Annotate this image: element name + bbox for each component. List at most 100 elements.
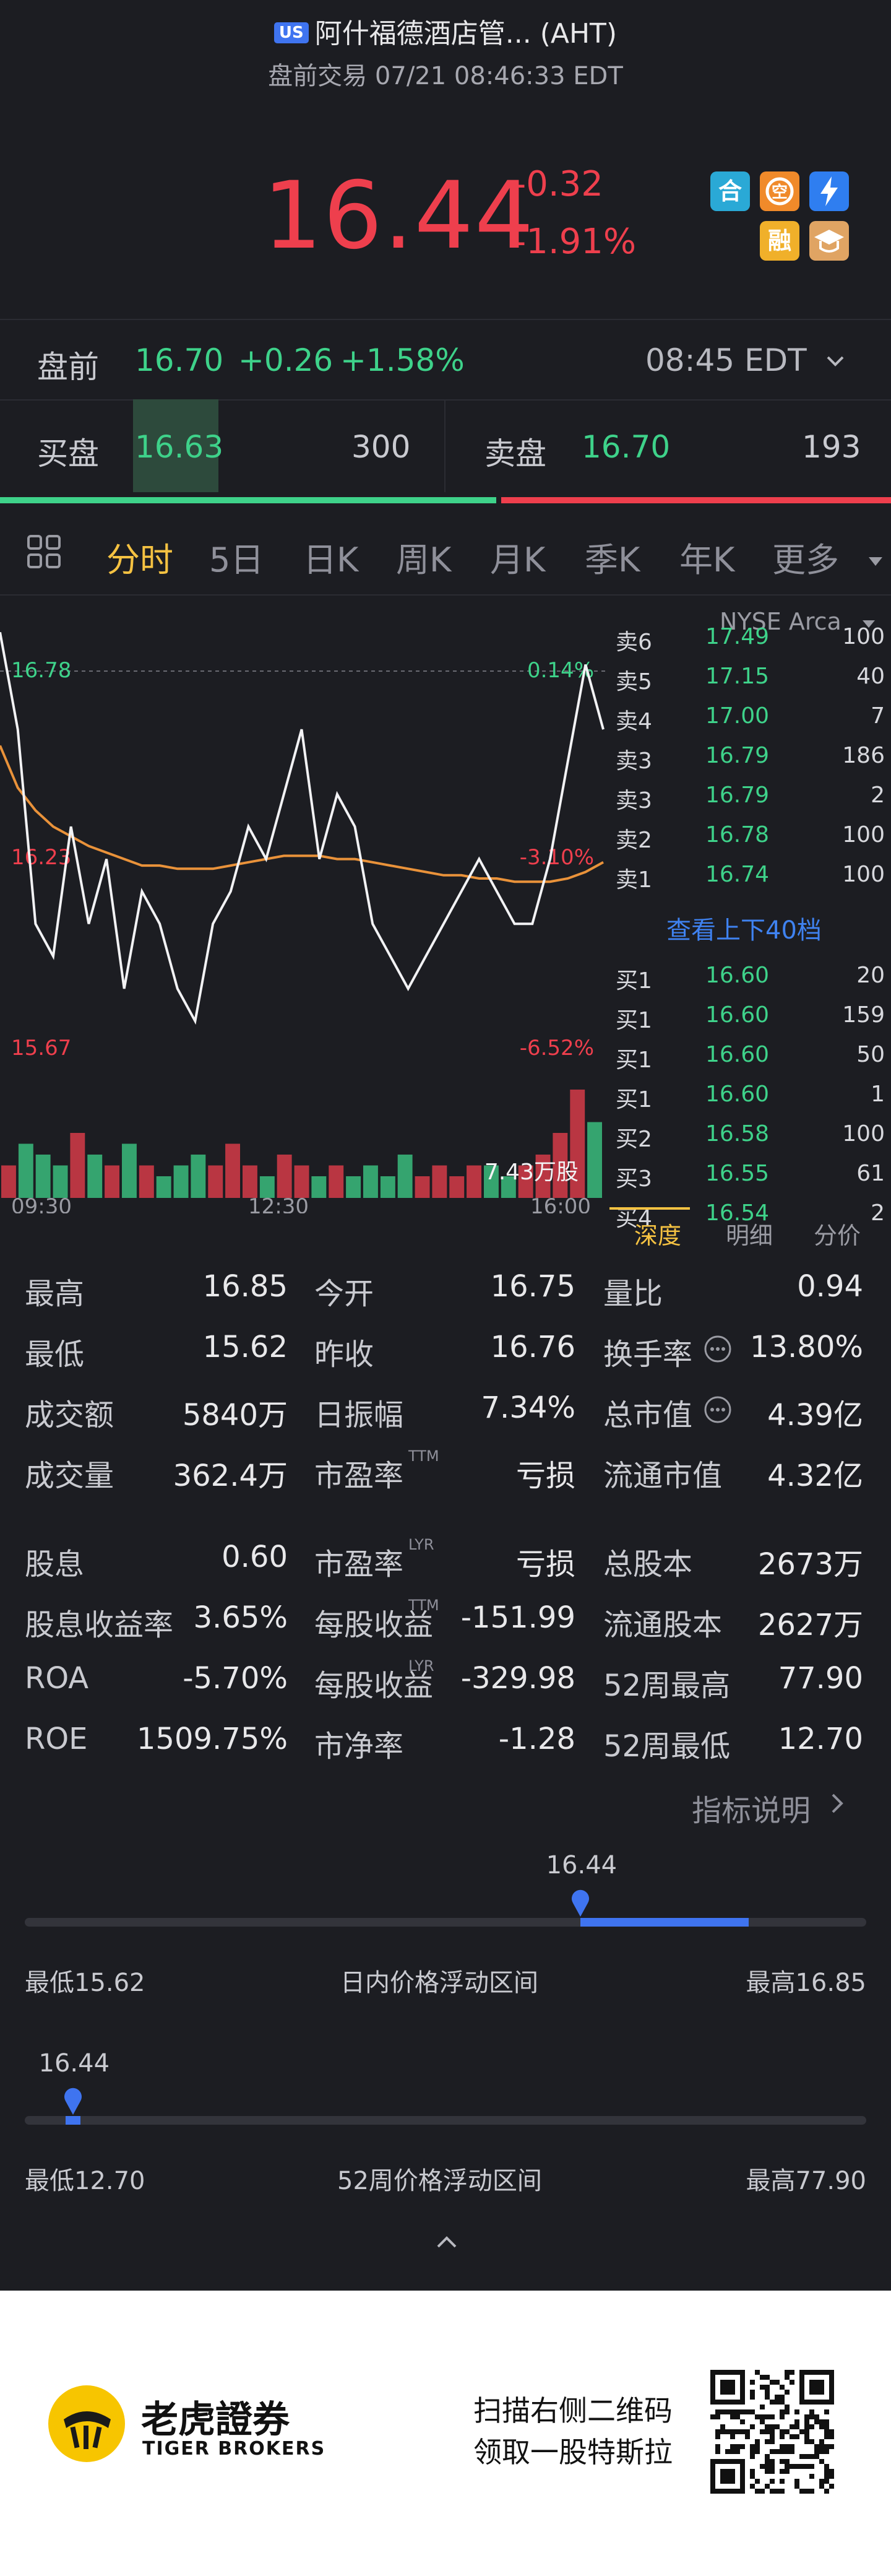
bid-level-row: 买1 16.60 20 bbox=[609, 956, 891, 996]
bid-level-size: 20 bbox=[856, 963, 885, 988]
ask-size: 193 bbox=[802, 429, 861, 465]
volume-bar bbox=[191, 1155, 206, 1198]
week52-current-price: 16.44 bbox=[38, 2049, 110, 2078]
tab-price-distribution[interactable]: 分价 bbox=[814, 1222, 861, 1249]
tab-intraday[interactable]: 分时 bbox=[106, 540, 173, 579]
info-more-icon[interactable] bbox=[704, 1395, 732, 1431]
bid-level-label: 买1 bbox=[616, 1047, 652, 1073]
stat-label: 股息收益率 bbox=[25, 1608, 174, 1642]
week52-range-title: 52周价格浮动区间 bbox=[337, 2167, 542, 2195]
bid-level-size: 1 bbox=[871, 1082, 885, 1107]
promo-line-1: 扫描右侧二维码 bbox=[473, 2394, 673, 2427]
caret-down-icon[interactable] bbox=[866, 540, 885, 579]
indicator-note-link[interactable]: 指标说明 bbox=[692, 1793, 811, 1828]
tiger-logo-icon bbox=[46, 2383, 127, 2464]
stat-label: 市净率 bbox=[314, 1729, 404, 1764]
tab-quarterly-k[interactable]: 季K bbox=[585, 540, 640, 579]
stat-value: 亏损 bbox=[515, 1547, 575, 1582]
stat-value: 5840万 bbox=[182, 1398, 288, 1433]
average-price-line bbox=[0, 745, 604, 883]
bid-level-row: 买1 16.60 1 bbox=[609, 1075, 891, 1115]
tab-yearly-k[interactable]: 年K bbox=[679, 540, 735, 579]
volume-bar bbox=[105, 1165, 119, 1198]
layout-grid-icon[interactable] bbox=[26, 534, 63, 579]
bid-ask-row: 买盘 16.63 300 卖盘 16.70 193 bbox=[0, 399, 891, 492]
premarket-change-percent: +1.58% bbox=[340, 342, 465, 378]
bid-level-label: 买2 bbox=[616, 1127, 652, 1152]
intraday-range: 16.44 最低15.62 日内价格浮动区间 最高16.85 bbox=[25, 1851, 866, 2000]
stat-value: 7.34% bbox=[481, 1390, 575, 1425]
chevron-down-icon[interactable] bbox=[823, 345, 848, 381]
lightning-badge-icon[interactable] bbox=[809, 171, 849, 211]
ask-level-size: 186 bbox=[842, 743, 885, 768]
stat-value: -1.28 bbox=[498, 1722, 575, 1756]
session-status: 盘前交易 07/21 08:46:33 EDT bbox=[268, 62, 623, 90]
stat-value: -5.70% bbox=[183, 1661, 288, 1696]
tab-5day[interactable]: 5日 bbox=[209, 540, 264, 579]
stock-title[interactable]: US 阿什福德酒店管... (AHT) bbox=[0, 11, 891, 51]
market-badge: US bbox=[273, 22, 309, 43]
stat-value: 16.76 bbox=[490, 1330, 575, 1364]
stat-value: 亏损 bbox=[515, 1459, 575, 1493]
ask-level-size: 100 bbox=[842, 862, 885, 887]
promo-line-2: 领取一股特斯拉 bbox=[473, 2435, 673, 2469]
volume-bar bbox=[1, 1165, 16, 1198]
brand-name-cn: 老虎證券 bbox=[141, 2398, 290, 2442]
bid-level-label: 买4 bbox=[616, 1206, 652, 1231]
premarket-row[interactable]: 盘前 16.70 +0.26 +1.58% 08:45 EDT bbox=[0, 319, 891, 399]
volume-bar bbox=[53, 1165, 68, 1198]
volume-bar bbox=[329, 1165, 344, 1198]
intraday-chart[interactable]: 16.78 0.14% 16.23 -3.10% 15.67 -6.52% 7.… bbox=[0, 594, 606, 1219]
stat-label-superscript: LYR bbox=[408, 1536, 434, 1553]
week52-high: 最高77.90 bbox=[746, 2167, 866, 2195]
xtick-open: 09:30 bbox=[11, 1194, 72, 1213]
info-more-icon[interactable] bbox=[704, 1335, 732, 1371]
tab-monthly-k[interactable]: 月K bbox=[490, 540, 546, 579]
week52-low: 最低12.70 bbox=[25, 2167, 145, 2195]
stat-value: 4.39亿 bbox=[767, 1398, 863, 1433]
collapse-chevron-up-icon[interactable] bbox=[434, 2232, 459, 2253]
volume-bar bbox=[122, 1143, 137, 1198]
qr-code-icon[interactable] bbox=[710, 2370, 834, 2494]
volume-bar bbox=[432, 1165, 447, 1198]
volume-bar bbox=[87, 1155, 103, 1198]
brand-name-en: TIGER BROKERS bbox=[142, 2438, 326, 2460]
volume-bar bbox=[70, 1133, 85, 1198]
volume-bar bbox=[208, 1165, 223, 1198]
tab-weekly-k[interactable]: 周K bbox=[396, 540, 452, 579]
chevron-right-icon[interactable] bbox=[828, 1791, 846, 1818]
view-more-levels-link[interactable]: 查看上下40档 bbox=[666, 916, 822, 945]
volume-bar bbox=[570, 1090, 585, 1198]
volume-bar bbox=[380, 1176, 395, 1198]
ask-level-label: 卖1 bbox=[616, 867, 652, 893]
stat-label: 每股收益 bbox=[314, 1608, 434, 1642]
stat-value: 1509.75% bbox=[136, 1722, 288, 1756]
ask-level-row: 卖1 16.74 100 bbox=[609, 856, 891, 895]
margin-badge-icon[interactable]: 融 bbox=[760, 221, 799, 261]
ask-level-price: 16.74 bbox=[705, 862, 770, 887]
stat-label-superscript: TTM bbox=[408, 1447, 439, 1465]
volume-bar bbox=[259, 1176, 275, 1198]
premarket-change: +0.26 bbox=[238, 342, 334, 378]
bid-level-price: 16.60 bbox=[705, 1002, 770, 1028]
tab-depth[interactable]: 深度 bbox=[634, 1222, 682, 1249]
merge-badge-icon[interactable]: 合 bbox=[710, 171, 750, 211]
exchange-name[interactable]: NYSE Arca bbox=[720, 608, 842, 635]
tab-details[interactable]: 明细 bbox=[726, 1222, 773, 1249]
stat-value: 13.80% bbox=[749, 1330, 863, 1364]
tab-more[interactable]: 更多 bbox=[772, 540, 839, 579]
ask-level-row: 卖3 16.79 2 bbox=[609, 776, 891, 816]
ask-level-row: 卖2 16.78 100 bbox=[609, 816, 891, 856]
stat-label: 总股本 bbox=[603, 1547, 693, 1582]
price-line bbox=[0, 631, 605, 1025]
intraday-chart-svg: 16.78 0.14% 16.23 -3.10% 15.67 -6.52% 7.… bbox=[0, 631, 606, 1219]
stock-name: 阿什福德酒店管... (AHT) bbox=[314, 18, 618, 50]
tab-daily-k[interactable]: 日K bbox=[303, 540, 359, 579]
volume-bars bbox=[1, 1090, 602, 1198]
last-price: 16.44 bbox=[263, 162, 535, 270]
short-badge-icon[interactable]: 空 bbox=[760, 171, 799, 211]
graduation-badge-icon[interactable] bbox=[809, 221, 849, 261]
exchange-caret-icon[interactable] bbox=[860, 613, 877, 638]
volume-bar bbox=[553, 1133, 568, 1198]
bid-label: 买盘 bbox=[37, 436, 99, 472]
